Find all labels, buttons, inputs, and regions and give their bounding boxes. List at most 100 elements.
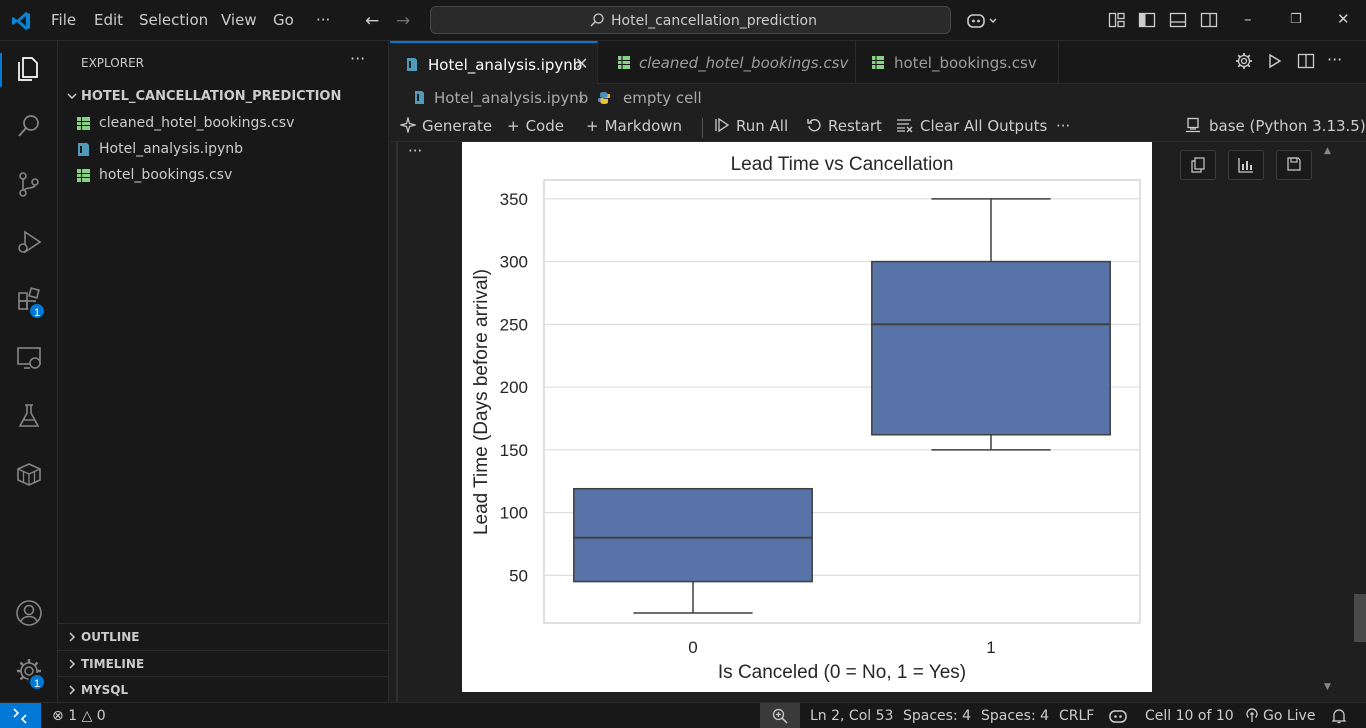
- error-count: 1: [68, 708, 78, 724]
- restore-button[interactable]: ❐: [1290, 12, 1302, 27]
- remote-icon: [13, 708, 27, 724]
- save-output-button[interactable]: [1276, 150, 1312, 180]
- manage-badge: 1: [28, 673, 46, 691]
- toggle-primary-sidebar-icon[interactable]: [1138, 11, 1156, 29]
- menu-file[interactable]: File: [51, 11, 77, 29]
- breadcrumb-file[interactable]: Hotel_analysis.ipynb: [434, 89, 589, 107]
- problems-status[interactable]: ⊗ 1 △ 0: [52, 708, 106, 724]
- y-tick-label: 350: [500, 190, 528, 209]
- search-icon: [590, 13, 604, 27]
- breadcrumb-separator: ›: [578, 89, 584, 107]
- file-item-cleaned-hotel-bookings[interactable]: cleaned_hotel_bookings.csv: [58, 110, 389, 136]
- run-icon[interactable]: [1266, 52, 1284, 70]
- y-axis-label: Lead Time (Days before arrival): [471, 269, 492, 535]
- save-icon: [1287, 157, 1301, 171]
- minimize-button[interactable]: –: [1244, 10, 1252, 28]
- search-icon[interactable]: [14, 111, 44, 141]
- toolbar-more-button[interactable]: ···: [1056, 117, 1071, 135]
- x-axis-label: Is Canceled (0 = No, 1 = Yes): [718, 662, 966, 683]
- code-label: Code: [525, 117, 564, 135]
- run-debug-icon[interactable]: [14, 227, 44, 257]
- file-item-hotel-analysis[interactable]: Hotel_analysis.ipynb: [58, 136, 389, 162]
- section-mysql[interactable]: MYSQL: [58, 676, 389, 702]
- copilot-icon[interactable]: [966, 11, 1000, 31]
- workspace-folder[interactable]: HOTEL_CANCELLATION_PREDICTION: [58, 85, 389, 109]
- toggle-secondary-sidebar-icon[interactable]: [1200, 11, 1218, 29]
- notebook-file-icon: [407, 58, 417, 71]
- menu-edit[interactable]: Edit: [94, 11, 124, 29]
- forward-arrow-icon[interactable]: →: [396, 11, 411, 31]
- restart-button[interactable]: Restart: [806, 117, 882, 135]
- active-indicator: [0, 53, 2, 87]
- breadcrumb: Hotel_analysis.ipynb › empty cell: [390, 84, 1366, 112]
- go-live-button[interactable]: Go Live: [1245, 708, 1315, 724]
- chevron-down-icon: [67, 93, 77, 100]
- cell-index-status[interactable]: Cell 10 of 10: [1145, 708, 1234, 724]
- customize-layout-icon[interactable]: [1108, 11, 1126, 29]
- close-window-button[interactable]: ✕: [1337, 10, 1350, 28]
- search-text: Hotel_cancellation_prediction: [611, 13, 817, 29]
- sidebar-more-actions[interactable]: ···: [350, 49, 366, 68]
- remote-indicator[interactable]: [0, 703, 41, 728]
- remote-explorer-icon[interactable]: [14, 343, 44, 373]
- tab-hotel-bookings[interactable]: hotel_bookings.csv: [856, 41, 1059, 84]
- containers-icon[interactable]: [14, 459, 44, 489]
- file-name: hotel_bookings.csv: [99, 167, 233, 183]
- more-actions-icon[interactable]: ···: [1327, 50, 1343, 69]
- menu-view[interactable]: View: [221, 11, 257, 29]
- account-icon[interactable]: [14, 598, 44, 628]
- close-tab-icon[interactable]: ✕: [575, 54, 589, 73]
- zoom-icon: [772, 708, 788, 724]
- scroll-down-icon[interactable]: ▼: [1324, 682, 1331, 692]
- section-timeline[interactable]: TIMELINE: [58, 650, 389, 676]
- extensions-badge: 1: [28, 302, 46, 320]
- plus-icon: +: [586, 117, 599, 135]
- toggle-panel-icon[interactable]: [1169, 11, 1187, 29]
- notifications-bell-icon[interactable]: [1332, 708, 1346, 724]
- source-control-icon[interactable]: [14, 169, 44, 199]
- menu-selection[interactable]: Selection: [139, 11, 209, 29]
- command-center-search[interactable]: Hotel_cancellation_prediction: [430, 6, 951, 34]
- tab-cleaned-hotel-bookings[interactable]: cleaned_hotel_bookings.csv: [598, 41, 856, 84]
- settings-gear-icon[interactable]: [1235, 52, 1253, 70]
- testing-icon[interactable]: [14, 401, 44, 431]
- section-outline[interactable]: OUTLINE: [58, 623, 389, 649]
- split-editor-icon[interactable]: [1297, 52, 1315, 70]
- warning-icon: △: [81, 708, 93, 724]
- add-code-cell-button[interactable]: + Code: [507, 117, 564, 135]
- copy-output-button[interactable]: [1180, 150, 1216, 180]
- file-item-hotel-bookings[interactable]: hotel_bookings.csv: [58, 162, 389, 188]
- box-0: [573, 487, 813, 583]
- cell-output-more[interactable]: ···: [408, 142, 423, 160]
- scroll-up-icon[interactable]: ▲: [1324, 146, 1331, 156]
- back-arrow-icon[interactable]: ←: [365, 11, 380, 31]
- explorer-icon[interactable]: [14, 53, 44, 83]
- y-tick-label: 150: [500, 441, 528, 460]
- copilot-status-icon[interactable]: [1108, 708, 1128, 724]
- eol-status[interactable]: CRLF: [1059, 708, 1095, 724]
- y-tick-label: 250: [500, 315, 528, 334]
- notebook-toolbar: Generate + Code + Markdown Run All Restart…: [390, 112, 1366, 142]
- indentation-status-2[interactable]: Spaces: 4: [981, 708, 1050, 724]
- run-all-button[interactable]: Run All: [714, 117, 788, 135]
- indentation-status[interactable]: Spaces: 4: [903, 708, 972, 724]
- breadcrumb-cell[interactable]: empty cell: [623, 89, 702, 107]
- menu-more[interactable]: ···: [316, 11, 331, 29]
- generate-button[interactable]: Generate: [400, 117, 492, 135]
- clear-all-icon: [897, 119, 913, 133]
- kernel-picker[interactable]: base (Python 3.13.5): [1185, 117, 1366, 135]
- title-bar: File Edit Selection View Go ··· ← → Hote…: [0, 0, 1366, 41]
- chart-title: Lead Time vs Cancellation: [731, 154, 954, 175]
- menu-go[interactable]: Go: [273, 11, 294, 29]
- tab-hotel-analysis[interactable]: Hotel_analysis.ipynb ✕: [390, 41, 598, 84]
- zoom-button[interactable]: [760, 703, 800, 728]
- scrollbar-thumb[interactable]: [1354, 594, 1366, 642]
- add-markdown-cell-button[interactable]: + Markdown: [586, 117, 682, 135]
- status-bar: ⊗ 1 △ 0 Ln 2, Col 53 Spaces: 4 Spaces: 4…: [0, 702, 1366, 728]
- clear-all-outputs-button[interactable]: Clear All Outputs: [896, 117, 1047, 135]
- cursor-position[interactable]: Ln 2, Col 53: [810, 708, 894, 724]
- clear-all-label: Clear All Outputs: [920, 117, 1048, 135]
- open-plot-viewer-button[interactable]: [1228, 150, 1264, 180]
